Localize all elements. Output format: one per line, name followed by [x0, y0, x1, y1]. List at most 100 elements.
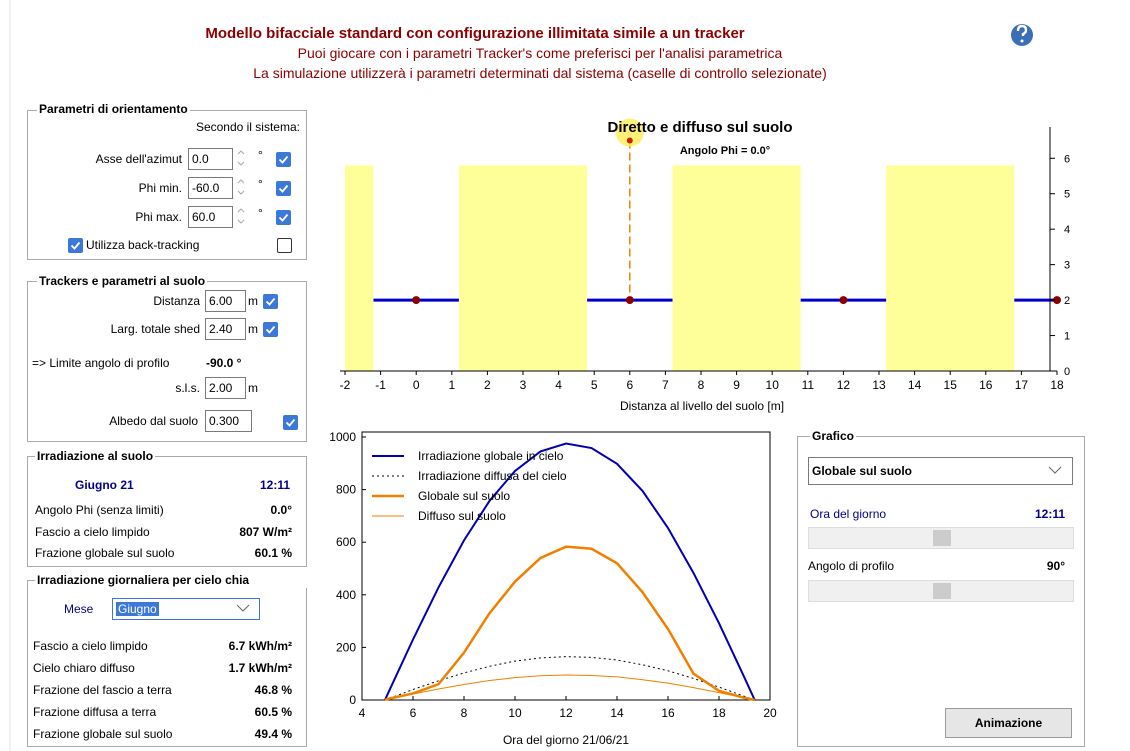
tracker-axis [625, 296, 634, 305]
value: 6.7 kWh/m² [228, 639, 292, 653]
dropdown-value[interactable]: Giugno [116, 602, 159, 616]
lit-zone [672, 165, 801, 371]
checkbox[interactable] [276, 152, 291, 167]
checkmark[interactable] [264, 323, 277, 336]
input[interactable]: 2.40 [205, 318, 246, 340]
checkbox[interactable] [276, 210, 291, 225]
spinner-arrows[interactable] [236, 206, 246, 226]
x-tick-label: 17 [1015, 378, 1029, 392]
spinner[interactable] [236, 148, 246, 168]
y-tick-label: 0 [1064, 366, 1070, 378]
checkmark-path[interactable] [278, 213, 289, 222]
spinner-path[interactable] [237, 150, 245, 166]
x-tick-label: 16 [661, 706, 675, 720]
y-tick-label: 0 [349, 693, 356, 707]
slider-thumb[interactable] [933, 583, 951, 599]
checkmark[interactable] [69, 239, 82, 252]
chevron-path[interactable] [1048, 466, 1062, 474]
label: Frazione globale sul suolo [35, 546, 175, 560]
checkmark-path[interactable] [285, 418, 296, 427]
x-tick-label: 12 [837, 378, 851, 392]
value: 0.0° [270, 503, 292, 517]
checkbox[interactable] [68, 238, 83, 253]
checkbox[interactable] [283, 415, 298, 430]
spinner-arrows[interactable] [236, 177, 246, 197]
checkmark-path[interactable] [278, 184, 289, 193]
input[interactable]: 0.300 [205, 410, 252, 432]
label: Frazione globale sul suolo [33, 727, 173, 741]
chevron-path[interactable] [236, 604, 250, 612]
header-line: Puoi giocare con i parametri Tracker's c… [298, 45, 783, 61]
lit-zone [886, 165, 1015, 371]
slider[interactable] [808, 527, 1074, 549]
checkbox[interactable] [277, 238, 292, 253]
checkbox[interactable] [276, 181, 291, 196]
help-glyph[interactable] [1016, 24, 1028, 36]
slider-thumb[interactable] [933, 530, 951, 546]
x-tick-label: 3 [520, 378, 527, 392]
x-tick-label: 2 [484, 378, 491, 392]
value: -90.0 ° [206, 356, 242, 370]
checkmark-path[interactable] [278, 155, 289, 164]
checkmark[interactable] [264, 295, 277, 308]
input[interactable]: 6.00 [205, 290, 246, 312]
x-axis-label: Distanza al livello del suolo [m] [620, 399, 784, 413]
chevron[interactable] [236, 603, 250, 613]
value: 60.5 % [254, 705, 292, 719]
checkmark[interactable] [277, 153, 290, 166]
label: => Limite angolo di profilo [32, 356, 170, 370]
help-icon[interactable] [1011, 24, 1033, 46]
unit: ° [258, 206, 263, 220]
checkmark-path[interactable] [265, 325, 276, 334]
x-tick-label: 16 [979, 378, 993, 392]
legend-label: Diffuso sul suolo [418, 509, 506, 523]
chart-title: Diretto e diffuso sul suolo [607, 119, 792, 136]
slider[interactable] [808, 580, 1074, 602]
checkmark[interactable] [284, 416, 297, 429]
spinner[interactable] [236, 177, 246, 197]
x-tick-label: 9 [733, 378, 740, 392]
plot [345, 165, 1057, 371]
y-tick-label: 6 [1064, 153, 1070, 165]
label: Distanza [153, 294, 200, 308]
y-tick-label: 600 [336, 535, 356, 549]
x-tick-label: 7 [662, 378, 669, 392]
button[interactable]: Animazione [945, 708, 1072, 738]
series-line [384, 442, 756, 701]
dropdown[interactable]: Globale sul suolo [808, 457, 1073, 485]
unit: ° [258, 177, 263, 191]
input[interactable]: -60.0 [188, 177, 233, 199]
tracker-axis [839, 296, 848, 305]
dropdown[interactable]: Giugno [112, 598, 260, 620]
checkbox[interactable] [263, 294, 278, 309]
input[interactable]: 2.00 [205, 377, 246, 399]
spinner-path[interactable] [237, 179, 245, 195]
label: Mese [64, 602, 94, 616]
checkbox[interactable] [263, 322, 278, 337]
spinner-path[interactable] [237, 208, 245, 224]
x-tick-label: 20 [763, 706, 777, 720]
label: Fascio a cielo limpido [35, 524, 150, 539]
x-tick-label: 10 [508, 706, 522, 720]
input[interactable]: 60.0 [188, 206, 233, 228]
checkmark[interactable] [277, 211, 290, 224]
help-dot[interactable] [1020, 39, 1024, 43]
checkmark[interactable] [277, 182, 290, 195]
header-line: La simulazione utilizzerà i parametri de… [253, 65, 826, 81]
checkmark-path[interactable] [265, 297, 276, 306]
y-tick-label: 4 [1064, 224, 1070, 236]
spinner-arrows[interactable] [236, 148, 246, 168]
spinner[interactable] [236, 206, 246, 226]
checkmark-path[interactable] [70, 241, 81, 250]
input[interactable]: 0.0 [188, 148, 233, 170]
group-box [27, 456, 307, 567]
x-tick-label: 0 [413, 378, 420, 392]
unit: ° [258, 148, 263, 162]
chevron[interactable] [1048, 465, 1062, 475]
label: s.l.s. [175, 381, 200, 395]
lit-zone [458, 165, 588, 371]
x-tick-label: 6 [626, 378, 633, 392]
value: 49.4 % [254, 727, 292, 741]
